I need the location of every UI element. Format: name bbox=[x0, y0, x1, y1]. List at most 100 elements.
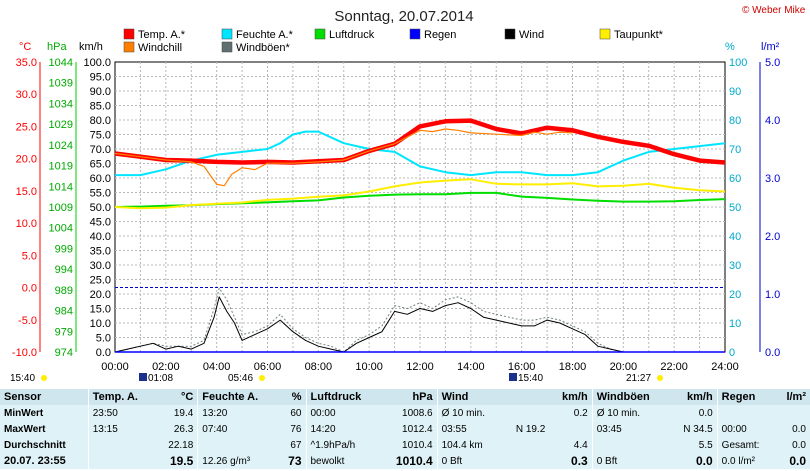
rain-tick: 3.0 bbox=[765, 173, 780, 185]
rain-value: 0.0 bbox=[775, 437, 810, 453]
wind-value bbox=[549, 421, 593, 437]
press-tick: 984 bbox=[55, 306, 73, 318]
hdr-rain: Regen bbox=[716, 389, 776, 405]
stats-header-row: Sensor Temp. A. °C Feuchte A. % Luftdruc… bbox=[0, 389, 810, 405]
wind-tick: 70.0 bbox=[90, 144, 111, 156]
rain-desc bbox=[716, 405, 776, 421]
temp-value: 22.18 bbox=[155, 437, 198, 453]
hum-tick: 80 bbox=[729, 115, 741, 127]
temp-tick: 5.0 bbox=[22, 250, 37, 262]
temp-time bbox=[87, 437, 156, 453]
legend-label: Taupunkt* bbox=[614, 29, 664, 41]
press-tick: 1009 bbox=[49, 202, 73, 214]
wind-tick: 85.0 bbox=[90, 101, 111, 113]
x-tick: 10:00 bbox=[355, 361, 383, 373]
hdr-wind-unit: km/h bbox=[549, 389, 593, 405]
press-tick: 1019 bbox=[49, 161, 73, 173]
hum-tick: 0 bbox=[729, 347, 735, 359]
wind-tick: 100.0 bbox=[83, 57, 111, 69]
stats-table: Sensor Temp. A. °C Feuchte A. % Luftdruc… bbox=[0, 389, 810, 471]
legend-label: Feuchte A.* bbox=[236, 29, 294, 41]
rain-tick: 5.0 bbox=[765, 57, 780, 69]
hdr-wind-mid bbox=[502, 389, 550, 405]
wind-desc: 104.4 km bbox=[436, 437, 503, 453]
series-feuchte-a bbox=[115, 130, 726, 177]
wind-tick: 5.0 bbox=[96, 333, 111, 345]
press-tick: 1014 bbox=[49, 181, 73, 193]
hum-tick: 20 bbox=[729, 289, 741, 301]
x-tick: 12:00 bbox=[406, 361, 434, 373]
wind-tick: 50.0 bbox=[90, 202, 111, 214]
hum-tick: 60 bbox=[729, 173, 741, 185]
x-tick: 14:00 bbox=[457, 361, 485, 373]
wind-value: 0.2 bbox=[549, 405, 593, 421]
press-tick: 1024 bbox=[49, 140, 73, 152]
series-windchill bbox=[114, 128, 573, 187]
row-label: 20.07. 23:55 bbox=[0, 453, 89, 469]
rain-tick: 4.0 bbox=[765, 115, 780, 127]
hum-tick: 50 bbox=[729, 202, 741, 214]
hum-tick: 30 bbox=[729, 260, 741, 272]
press-tick: 1029 bbox=[49, 119, 73, 131]
wind-tick: 35.0 bbox=[90, 246, 111, 258]
hdr-sensor: Sensor bbox=[0, 389, 89, 405]
hum-time: 07:40 bbox=[197, 421, 279, 437]
chart-title: Sonntag, 20.07.2014 bbox=[334, 8, 473, 25]
rain-tick: 2.0 bbox=[765, 231, 780, 243]
x-tick: 20:00 bbox=[610, 361, 638, 373]
wind-tick: 65.0 bbox=[90, 159, 111, 171]
moonrise-left-label: 15:40 bbox=[10, 373, 35, 384]
row-label: MinWert bbox=[0, 405, 89, 421]
wind-tick: 45.0 bbox=[90, 217, 111, 229]
press-time: 00:00 bbox=[305, 405, 381, 421]
legend-swatch bbox=[504, 28, 516, 40]
hum-tick: 40 bbox=[729, 231, 741, 243]
hum-value: 67 bbox=[278, 437, 306, 453]
x-tick: 04:00 bbox=[203, 361, 231, 373]
unit-hum: % bbox=[725, 41, 735, 53]
wind-tick: 20.0 bbox=[90, 289, 111, 301]
press-tick: 994 bbox=[55, 264, 73, 276]
hum-value: 60 bbox=[278, 405, 306, 421]
hdr-temp: Temp. A. bbox=[87, 389, 156, 405]
press-value: 1012.4 bbox=[380, 421, 438, 437]
axis-lines bbox=[39, 62, 761, 352]
rain-tick: 0.0 bbox=[765, 347, 780, 359]
legend-label: Regen bbox=[424, 29, 456, 41]
legend-label: Luftdruck bbox=[329, 29, 375, 41]
legend-swatch bbox=[123, 41, 135, 53]
hum-tick: 10 bbox=[729, 318, 741, 330]
press-tick: 1044 bbox=[49, 57, 73, 69]
sunset-icon bbox=[657, 375, 663, 381]
wind-tick: 30.0 bbox=[90, 260, 111, 272]
stats-row-min: MinWert 23:50 19.4 13:20 60 00:00 1008.6… bbox=[0, 405, 810, 421]
legend-label: Temp. A.* bbox=[138, 29, 186, 41]
x-tick: 16:00 bbox=[508, 361, 536, 373]
sunrise-label: 05:46 bbox=[228, 373, 253, 384]
hdr-press-unit: hPa bbox=[380, 389, 438, 405]
grid bbox=[114, 61, 726, 353]
hdr-hum-unit: % bbox=[278, 389, 306, 405]
sun-marker bbox=[41, 375, 47, 381]
legend-label: Wind bbox=[519, 29, 544, 41]
unit-wind: km/h bbox=[79, 41, 103, 53]
press-tick: 974 bbox=[55, 347, 73, 359]
series-lines bbox=[114, 118, 726, 353]
hdr-wind: Wind bbox=[436, 389, 503, 405]
hum-tick: 70 bbox=[729, 144, 741, 156]
gust-value: 0.0 bbox=[669, 405, 718, 421]
press-trend: ^1.9hPa/h bbox=[305, 437, 381, 453]
moonset-label: 15:40 bbox=[518, 373, 543, 384]
temp-tick: 10.0 bbox=[16, 218, 37, 230]
legend-swatch bbox=[409, 28, 421, 40]
sunset-label: 21:27 bbox=[626, 373, 651, 384]
wind-tick: 75.0 bbox=[90, 130, 111, 142]
temp-time bbox=[87, 453, 156, 469]
unit-press: hPa bbox=[47, 41, 67, 53]
series-taupunkt bbox=[114, 178, 726, 210]
x-tick: 08:00 bbox=[305, 361, 333, 373]
x-tick: 22:00 bbox=[660, 361, 688, 373]
unit-rain: l/m² bbox=[761, 41, 780, 53]
series-windb-en bbox=[114, 287, 725, 353]
wind-tick: 90.0 bbox=[90, 86, 111, 98]
